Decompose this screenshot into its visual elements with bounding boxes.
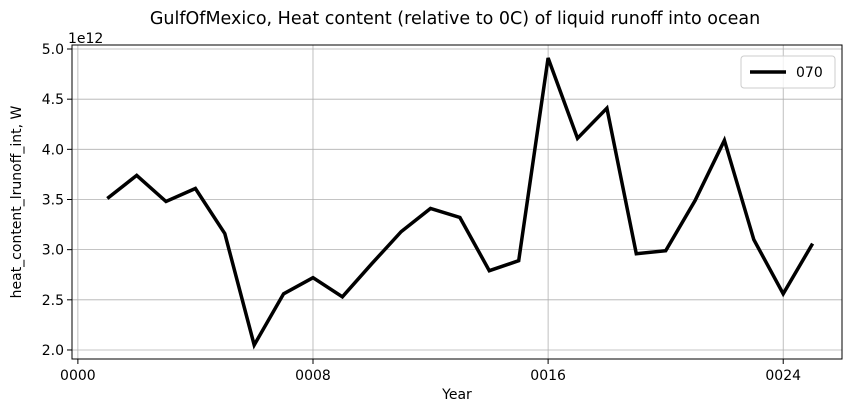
x-tick-label: 0008 [295, 368, 331, 384]
x-axis-label: Year [441, 387, 472, 403]
x-tick-label: 0000 [60, 368, 96, 384]
axis-ticks: 0000 0008 0016 0024 2.0 2.5 3.0 3.5 4.0 4.5 5.0 [42, 42, 801, 384]
y-tick-label: 4.0 [42, 142, 64, 158]
y-tick-label: 3.0 [42, 243, 64, 259]
legend-label-070: 070 [796, 65, 823, 81]
plot-area-frame [71, 44, 843, 360]
y-offset-label: 1e12 [68, 31, 103, 47]
x-tick-label: 0016 [530, 368, 566, 384]
chart-title: GulfOfMexico, Heat content (relative to … [150, 9, 760, 29]
legend-box [740, 55, 836, 89]
legend: 070 [740, 55, 836, 89]
x-tick-label: 0024 [765, 368, 801, 384]
y-tick-label: 4.5 [42, 92, 64, 108]
grid [72, 45, 842, 359]
y-tick-label: 2.0 [42, 343, 64, 359]
y-axis-label: heat_content_lrunoff_int, W [9, 105, 25, 298]
series-layer [106, 57, 815, 350]
series-line-070 [106, 57, 815, 350]
y-tick-label: 5.0 [42, 42, 64, 58]
y-tick-label: 2.5 [42, 293, 64, 309]
y-tick-label: 3.5 [42, 192, 64, 208]
